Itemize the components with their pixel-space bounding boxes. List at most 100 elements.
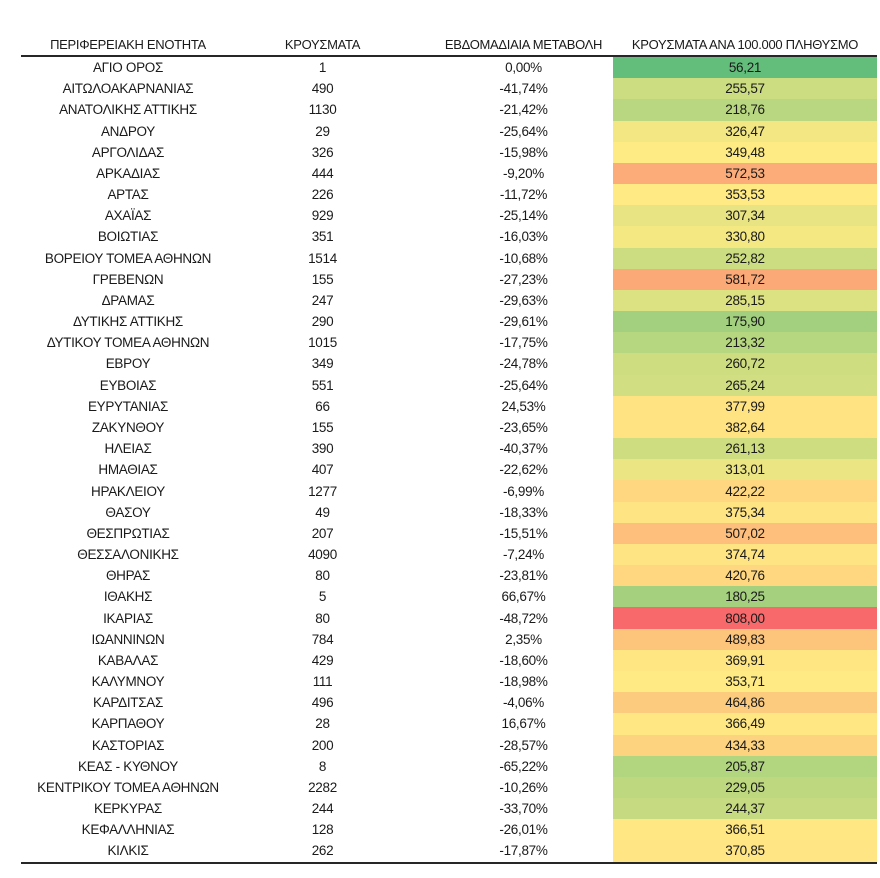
- weekly-change-cell: -29,63%: [499, 292, 548, 308]
- region-cell: ΑΧΑΪΑΣ: [104, 208, 152, 224]
- weekly-change-cell: -22,62%: [499, 462, 548, 478]
- table-row: ΔΥΤΙΚΟΥ ΤΟΜΕΑ ΑΘΗΝΩΝ 1015 -17,75% 213,32: [21, 332, 877, 354]
- table-row: ΚΑΡΔΙΤΣΑΣ 496 -4,06% 464,86: [21, 692, 877, 714]
- table-row: ΘΑΣΟΥ 49 -18,33% 375,34: [21, 501, 877, 523]
- region-cell: ΚΕΡΚΥΡΑΣ: [94, 801, 162, 817]
- cases-cell: 784: [311, 631, 334, 647]
- cases-cell: 2282: [308, 779, 337, 795]
- per-100k-heat-cell: 326,47: [613, 120, 877, 142]
- per-100k-heat-cell: 353,53: [613, 184, 877, 206]
- per-100k-heat-cell: 244,37: [613, 798, 877, 820]
- cases-cell: 407: [311, 462, 334, 478]
- per-100k-heat-cell: 261,13: [613, 438, 877, 460]
- per-100k-heat-cell: 464,86: [613, 692, 877, 714]
- cases-cell: 29: [315, 123, 330, 139]
- table-row: ΚΕΑΣ - ΚΥΘΝΟΥ 8 -65,22% 205,87: [21, 755, 877, 777]
- region-cell: ΑΝΔΡΟΥ: [100, 123, 156, 139]
- region-cell: ΑΙΤΩΛΟΑΚΑΡΝΑΝΙΑΣ: [62, 81, 194, 97]
- region-cell: ΚΕΑΣ - ΚΥΘΝΟΥ: [77, 758, 179, 774]
- region-cell: ΚΕΦΑΛΛΗΝΙΑΣ: [81, 822, 175, 838]
- table-row: ΕΥΒΟΙΑΣ 551 -25,64% 265,24: [21, 374, 877, 396]
- region-cell: ΚΙΛΚΙΣ: [107, 843, 149, 859]
- table-row: ΗΡΑΚΛΕΙΟΥ 1277 -6,99% 422,22: [21, 480, 877, 502]
- cases-cell: 1514: [308, 250, 337, 266]
- cases-cell: 247: [311, 292, 334, 308]
- table-row: ΔΥΤΙΚΗΣ ΑΤΤΙΚΗΣ 290 -29,61% 175,90: [21, 311, 877, 333]
- weekly-change-cell: -28,57%: [499, 737, 548, 753]
- weekly-change-cell: -7,24%: [503, 547, 544, 563]
- header-weekly-change: ΕΒΔΟΜΑΔΙΑΙΑ ΜΕΤΑΒΟΛΗ: [410, 33, 613, 57]
- weekly-change-cell: -65,22%: [499, 758, 548, 774]
- cases-cell: 351: [311, 229, 334, 245]
- cases-cell: 200: [311, 737, 334, 753]
- per-100k-heat-cell: 489,83: [613, 628, 877, 650]
- cases-cell: 326: [311, 144, 334, 160]
- weekly-change-cell: -10,68%: [499, 250, 548, 266]
- per-100k-heat-cell: 420,76: [613, 565, 877, 587]
- cases-cell: 1277: [308, 483, 337, 499]
- per-100k-heat-cell: 307,34: [613, 205, 877, 227]
- table-row: ΖΑΚΥΝΘΟΥ 155 -23,65% 382,64: [21, 416, 877, 439]
- weekly-change-cell: -27,23%: [499, 271, 548, 287]
- table-row: ΙΩΑΝΝΙΝΩΝ 784 2,35% 489,83: [21, 628, 877, 650]
- table-row: ΑΓΙΟ ΟΡΟΣ 1 0,00% 56,21: [21, 56, 877, 79]
- per-100k-heat-cell: 572,53: [613, 162, 877, 185]
- table-row: ΑΧΑΪΑΣ 929 -25,14% 307,34: [21, 205, 877, 227]
- weekly-change-cell: -21,42%: [499, 102, 548, 118]
- region-cell: ΘΕΣΣΑΛΟΝΙΚΗΣ: [77, 547, 179, 563]
- table-row: ΚΕΡΚΥΡΑΣ 244 -33,70% 244,37: [21, 798, 877, 820]
- cases-cell: 1015: [308, 335, 337, 351]
- region-cell: ΘΕΣΠΡΩΤΙΑΣ: [86, 525, 170, 541]
- per-100k-heat-cell: 374,74: [613, 543, 877, 566]
- per-100k-heat-cell: 375,34: [613, 501, 877, 523]
- table-row: ΚΑΒΑΛΑΣ 429 -18,60% 369,91: [21, 649, 877, 671]
- table-row: ΑΝΑΤΟΛΙΚΗΣ ΑΤΤΙΚΗΣ 1130 -21,42% 218,76: [21, 99, 877, 121]
- weekly-change-cell: -16,03%: [499, 229, 548, 245]
- table-row: ΙΚΑΡΙΑΣ 80 -48,72% 808,00: [21, 607, 877, 629]
- per-100k-heat-cell: 175,90: [613, 311, 877, 333]
- cases-cell: 4090: [308, 547, 337, 563]
- table-row: ΔΡΑΜΑΣ 247 -29,63% 285,15: [21, 289, 877, 312]
- cases-cell: 128: [311, 822, 334, 838]
- weekly-change-cell: -41,74%: [499, 81, 548, 97]
- per-100k-heat-cell: 285,15: [613, 289, 877, 312]
- table-row: ΑΡΓΟΛΙΔΑΣ 326 -15,98% 349,48: [21, 141, 877, 163]
- table-row: ΒΟΡΕΙΟΥ ΤΟΜΕΑ ΑΘΗΝΩΝ 1514 -10,68% 252,82: [21, 247, 877, 269]
- cases-cell: 28: [315, 716, 330, 732]
- per-100k-heat-cell: 353,71: [613, 670, 877, 693]
- per-100k-heat-cell: 313,01: [613, 459, 877, 481]
- per-100k-heat-cell: 265,24: [613, 374, 877, 396]
- cases-cell: 155: [311, 420, 334, 435]
- region-cell: ΘΗΡΑΣ: [105, 568, 151, 584]
- weekly-change-cell: -29,61%: [499, 314, 548, 330]
- region-cell: ΔΥΤΙΚΟΥ ΤΟΜΕΑ ΑΘΗΝΩΝ: [46, 335, 210, 351]
- weekly-change-cell: -23,81%: [499, 568, 548, 584]
- table-row: ΗΜΑΘΙΑΣ 407 -22,62% 313,01: [21, 459, 877, 481]
- cases-cell: 262: [311, 843, 334, 859]
- per-100k-heat-cell: 56,21: [613, 56, 877, 79]
- region-cell: ΑΡΓΟΛΙΔΑΣ: [91, 144, 165, 160]
- weekly-change-cell: -15,98%: [499, 144, 548, 160]
- cases-cell: 8: [318, 758, 327, 774]
- weekly-change-cell: -11,72%: [499, 187, 548, 203]
- cases-cell: 551: [311, 377, 334, 393]
- table-row: ΑΝΔΡΟΥ 29 -25,64% 326,47: [21, 120, 877, 142]
- per-100k-heat-cell: 434,33: [613, 734, 877, 756]
- table-row: ΕΥΡΥΤΑΝΙΑΣ 66 24,53% 377,99: [21, 395, 877, 417]
- weekly-change-cell: -48,72%: [499, 610, 548, 626]
- per-100k-heat-cell: 369,91: [613, 649, 877, 671]
- region-cell: ΘΑΣΟΥ: [105, 504, 151, 520]
- cases-cell: 496: [311, 695, 334, 711]
- per-100k-heat-cell: 213,32: [613, 332, 877, 354]
- table-row: ΑΙΤΩΛΟΑΚΑΡΝΑΝΙΑΣ 490 -41,74% 255,57: [21, 78, 877, 100]
- cases-cell: 929: [311, 208, 334, 224]
- table-row: ΓΡΕΒΕΝΩΝ 155 -27,23% 581,72: [21, 268, 877, 290]
- per-100k-heat-cell: 422,22: [613, 480, 877, 502]
- region-cell: ΒΟΡΕΙΟΥ ΤΟΜΕΑ ΑΘΗΝΩΝ: [44, 250, 212, 266]
- per-100k-heat-cell: 377,99: [613, 395, 877, 417]
- table-row: ΘΕΣΠΡΩΤΙΑΣ 207 -15,51% 507,02: [21, 522, 877, 544]
- per-100k-heat-cell: 366,49: [613, 713, 877, 735]
- region-cell: ΚΑΡΔΙΤΣΑΣ: [92, 695, 164, 711]
- table-row: ΕΒΡΟΥ 349 -24,78% 260,72: [21, 353, 877, 375]
- table-row: ΑΡΤΑΣ 226 -11,72% 353,53: [21, 184, 877, 206]
